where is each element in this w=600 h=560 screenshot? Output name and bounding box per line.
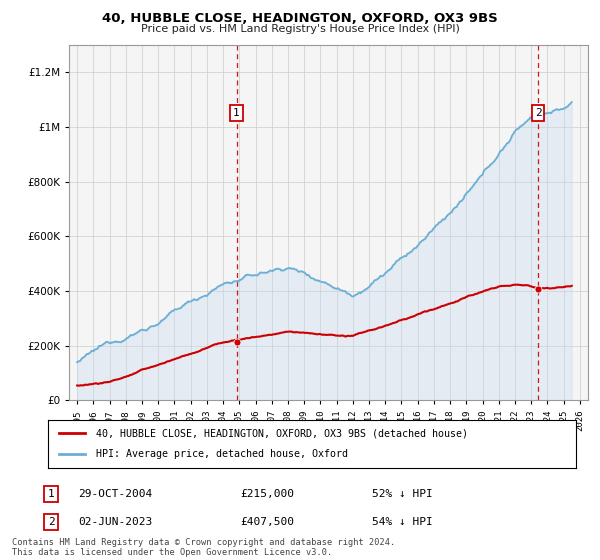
- Text: 40, HUBBLE CLOSE, HEADINGTON, OXFORD, OX3 9BS: 40, HUBBLE CLOSE, HEADINGTON, OXFORD, OX…: [102, 12, 498, 25]
- Text: £215,000: £215,000: [240, 489, 294, 499]
- Text: 2: 2: [535, 108, 541, 118]
- Text: 52% ↓ HPI: 52% ↓ HPI: [372, 489, 433, 499]
- Text: 2: 2: [47, 517, 55, 527]
- Text: 02-JUN-2023: 02-JUN-2023: [78, 517, 152, 527]
- Text: Price paid vs. HM Land Registry's House Price Index (HPI): Price paid vs. HM Land Registry's House …: [140, 24, 460, 34]
- Text: HPI: Average price, detached house, Oxford: HPI: Average price, detached house, Oxfo…: [95, 449, 347, 459]
- Text: 1: 1: [233, 108, 240, 118]
- Text: 40, HUBBLE CLOSE, HEADINGTON, OXFORD, OX3 9BS (detached house): 40, HUBBLE CLOSE, HEADINGTON, OXFORD, OX…: [95, 428, 467, 438]
- Text: 1: 1: [47, 489, 55, 499]
- Text: 54% ↓ HPI: 54% ↓ HPI: [372, 517, 433, 527]
- Text: £407,500: £407,500: [240, 517, 294, 527]
- Text: Contains HM Land Registry data © Crown copyright and database right 2024.
This d: Contains HM Land Registry data © Crown c…: [12, 538, 395, 557]
- Text: 29-OCT-2004: 29-OCT-2004: [78, 489, 152, 499]
